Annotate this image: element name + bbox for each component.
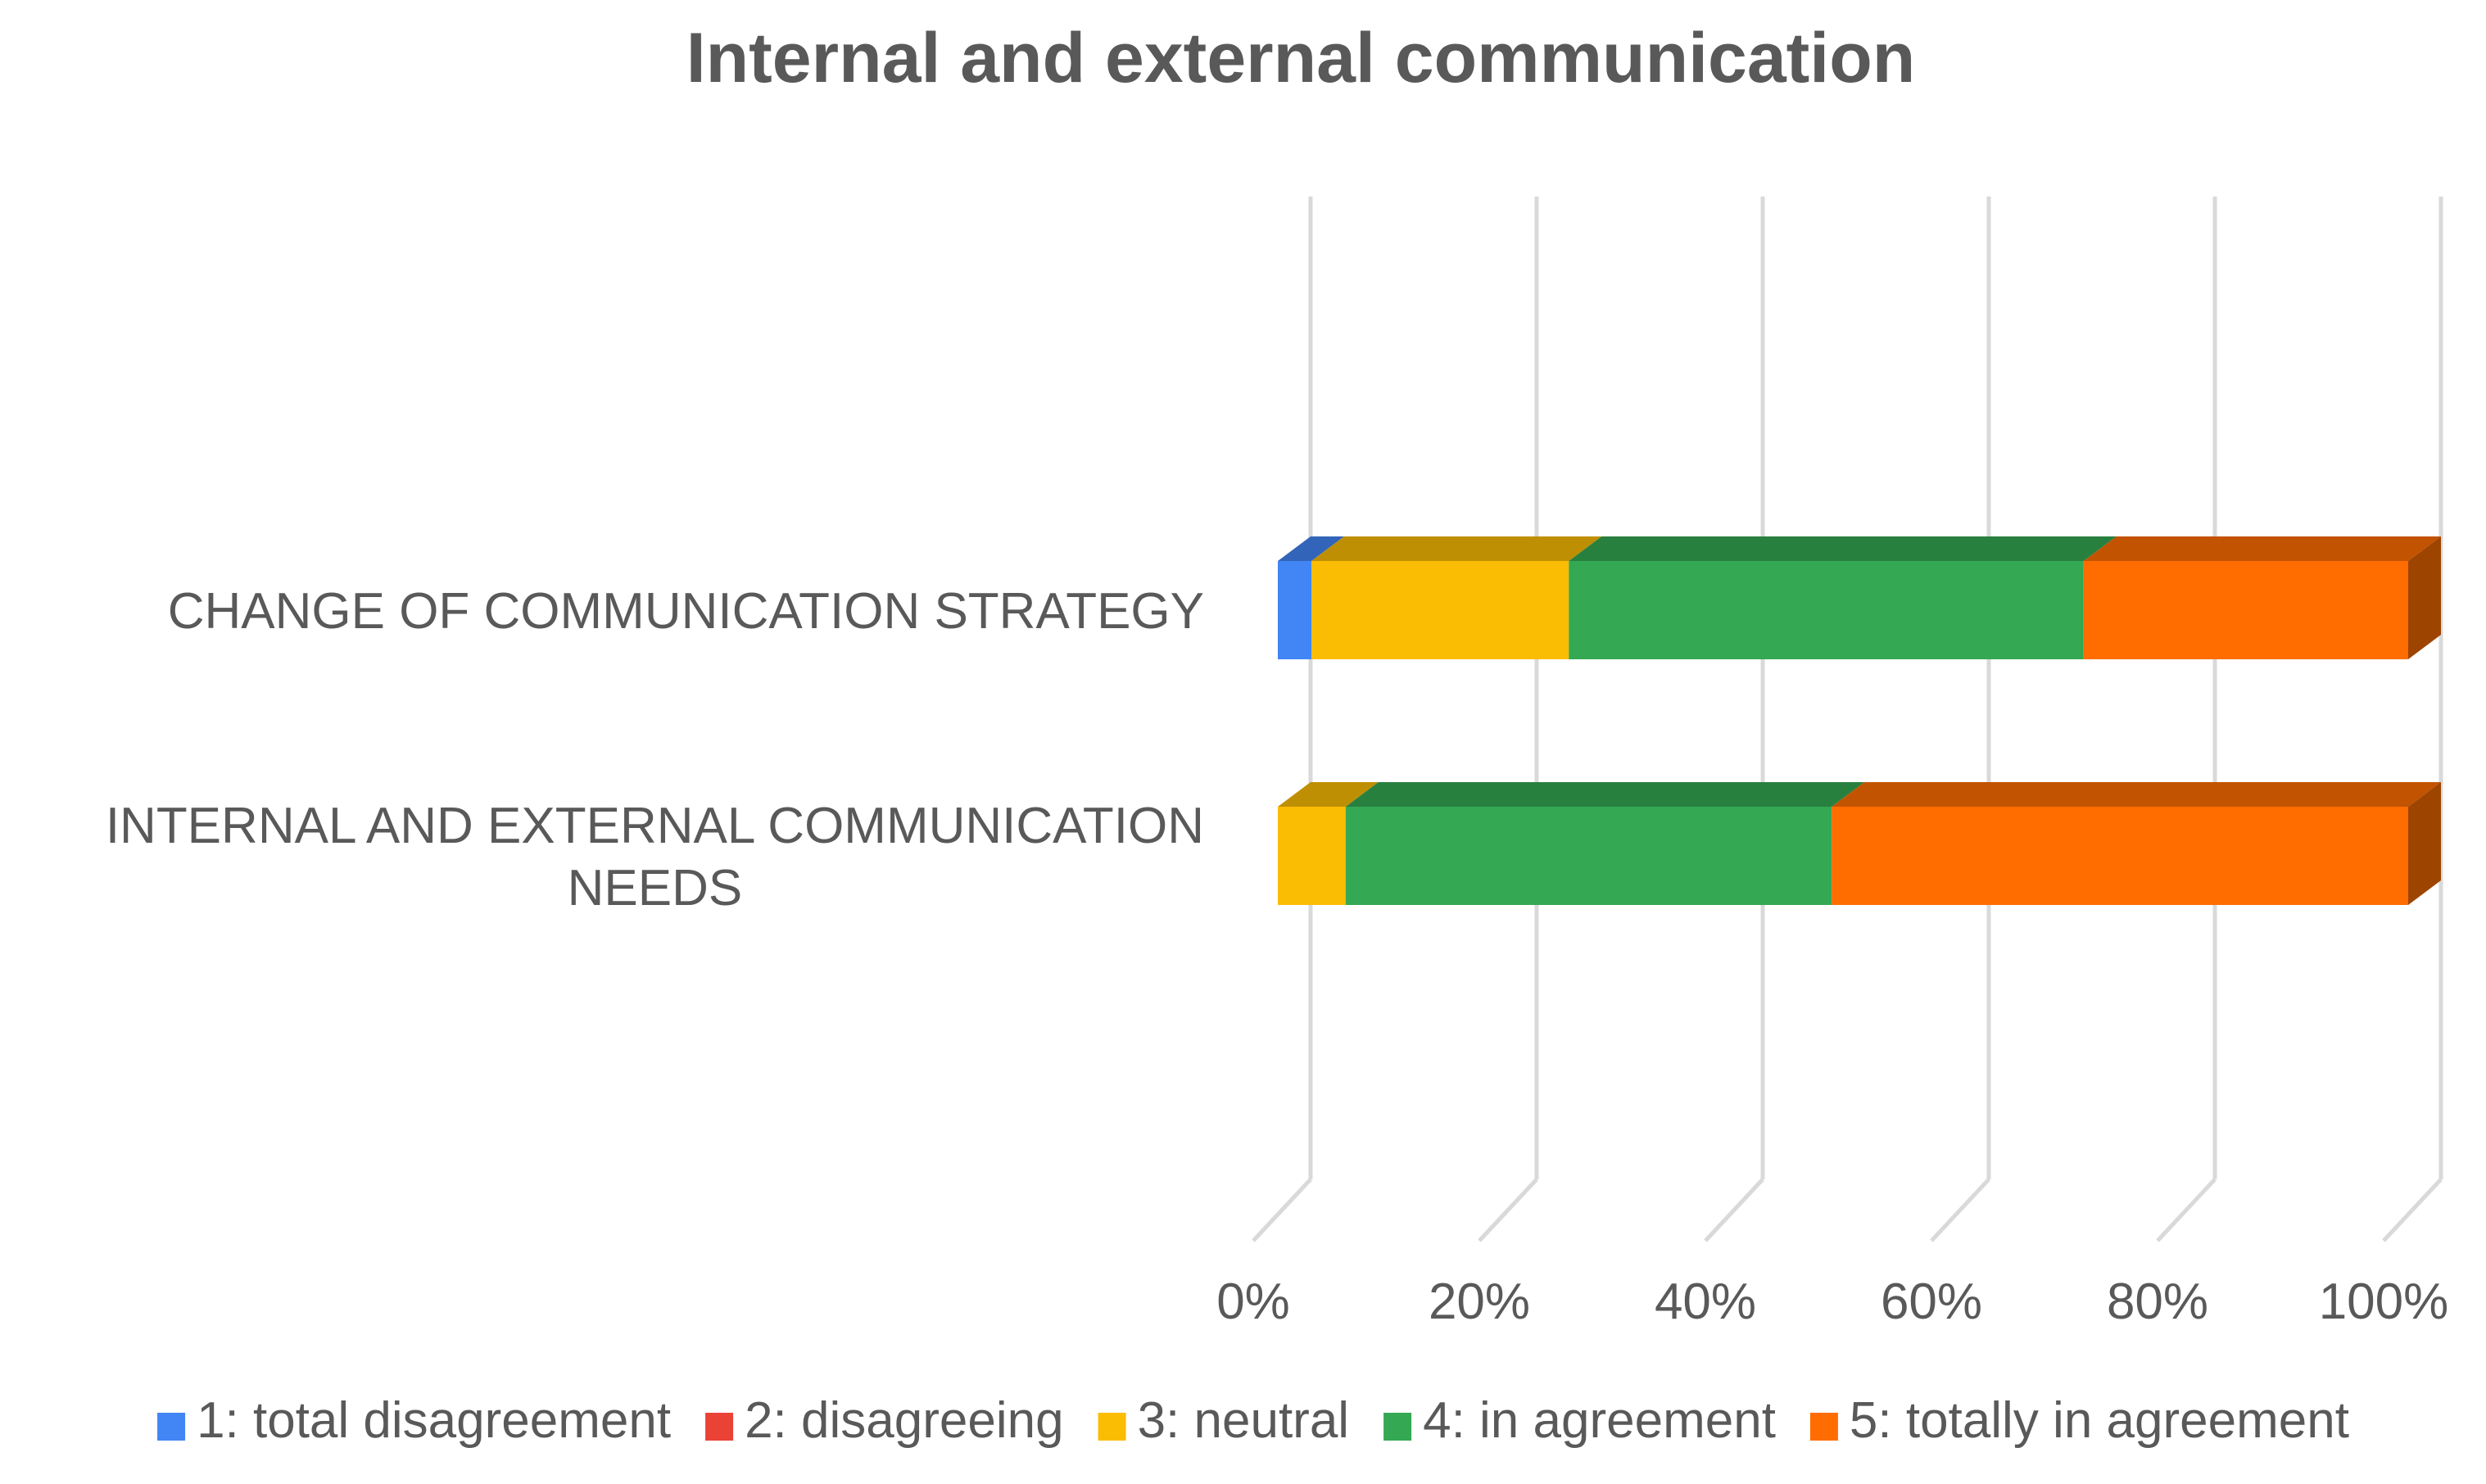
x-axis-ticks: 0% 20% 40% 60% 80% 100% — [1216, 1274, 2448, 1330]
legend-label: 3: neutral — [1138, 1392, 1350, 1449]
bar-segment-front — [2083, 561, 2408, 659]
bar-segment-top — [1311, 536, 1602, 561]
gridline-floor — [1252, 1178, 1312, 1242]
gridline-floor — [1930, 1178, 1990, 1242]
legend-label: 1: total disagreement — [197, 1392, 671, 1449]
x-tick-label: 100% — [2319, 1274, 2449, 1330]
legend-item: 3: neutral — [1098, 1392, 1350, 1449]
legend-item: 1: total disagreement — [157, 1392, 671, 1449]
category-label: INTERNAL AND EXTERNAL COMMUNICATION NEEDS — [106, 798, 1204, 916]
bar-segment-top — [1832, 782, 2441, 807]
bars — [1278, 536, 2441, 905]
legend-item: 2: disagreeing — [705, 1392, 1064, 1449]
legend: 1: total disagreement 2: disagreeing 3: ne… — [157, 1392, 2349, 1449]
bar-segment-side — [2408, 782, 2441, 905]
bar-segment — [1278, 782, 1379, 905]
legend-swatch — [705, 1413, 734, 1441]
bar-segment-front — [1278, 561, 1311, 659]
x-tick-label: 0% — [1216, 1274, 1290, 1330]
category-label: CHANGE OF COMMUNICATION STRATEGY — [168, 583, 1204, 640]
legend-label: 4: in agreement — [1423, 1392, 1776, 1449]
bar-segment-side — [2408, 536, 2441, 659]
category-labels: CHANGE OF COMMUNICATION STRATEGY INTERNAL… — [106, 583, 1204, 916]
legend-swatch — [1098, 1413, 1126, 1441]
gridline-floor — [1478, 1178, 1538, 1242]
x-tick-label: 40% — [1655, 1274, 1756, 1330]
bar-segment-top — [1278, 536, 1344, 561]
x-tick-label: 60% — [1881, 1274, 1982, 1330]
x-tick-label: 20% — [1429, 1274, 1530, 1330]
gridlines — [1252, 197, 2443, 1242]
bar-segment-front — [1569, 561, 2084, 659]
bar-segment — [2083, 536, 2441, 659]
chart-title: Internal and external communication — [686, 19, 1916, 97]
bar-segment-front — [1278, 807, 1346, 905]
bar-segment — [1278, 536, 1344, 659]
bar-segment-top — [2083, 536, 2441, 561]
legend-swatch — [1383, 1413, 1412, 1441]
gridline-floor — [1704, 1178, 1764, 1242]
legend-label: 2: disagreeing — [745, 1392, 1064, 1449]
legend-item: 4: in agreement — [1383, 1392, 1776, 1449]
bar-segment-top — [1345, 782, 1865, 807]
bar-segment — [1832, 782, 2441, 905]
legend-label: 5: totally in agreement — [1850, 1392, 2349, 1449]
bar-segment-front — [1345, 807, 1832, 905]
gridline-floor — [2382, 1178, 2443, 1242]
bar-segment-front — [1832, 807, 2408, 905]
bar-segment-top — [1569, 536, 2117, 561]
legend-item: 5: totally in agreement — [1809, 1392, 2349, 1449]
bar-segment-front — [1311, 561, 1569, 659]
x-tick-label: 80% — [2107, 1274, 2208, 1330]
bar-segment — [1345, 782, 1865, 905]
gridline-floor — [2156, 1178, 2217, 1242]
bar-segment-top — [1278, 782, 1379, 807]
legend-swatch — [1809, 1413, 1838, 1441]
bar-segment — [1569, 536, 2117, 659]
bar-segment — [1311, 536, 1602, 659]
legend-swatch — [157, 1413, 186, 1441]
